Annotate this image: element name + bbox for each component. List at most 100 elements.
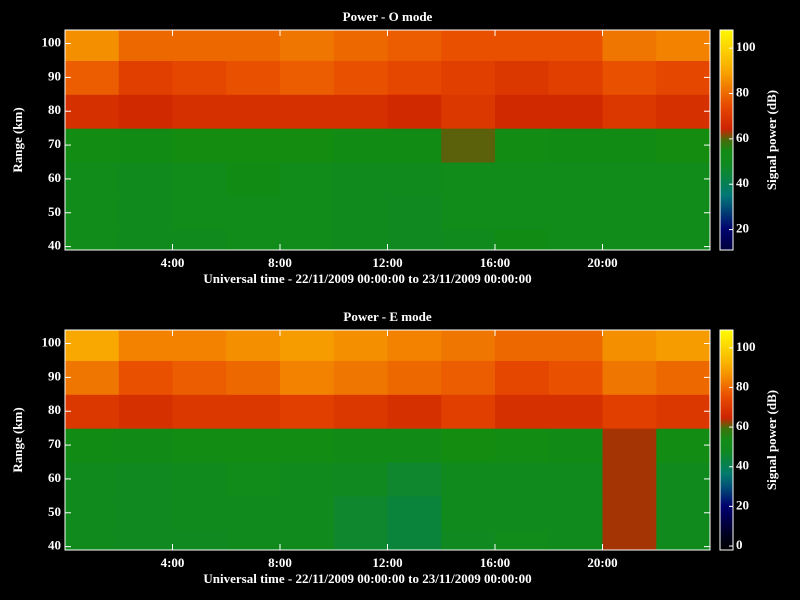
heat-cell <box>656 30 711 61</box>
heat-cell <box>441 495 496 531</box>
heat-cell <box>226 229 281 251</box>
heat-cell <box>333 94 388 129</box>
heat-cell <box>65 495 120 531</box>
heat-cell <box>65 529 120 551</box>
heat-cell <box>118 128 173 163</box>
heat-cell <box>548 529 603 551</box>
heat-cell <box>280 394 335 429</box>
heat-cell <box>333 428 388 463</box>
heat-cell <box>65 128 120 163</box>
y-tick-label: 50 <box>48 204 61 219</box>
heat-cell <box>226 495 281 531</box>
heat-cell <box>495 229 550 251</box>
heat-cell <box>602 495 657 531</box>
heat-cell <box>333 360 388 395</box>
heat-cell <box>226 360 281 395</box>
heat-cell <box>172 529 227 551</box>
heat-cell <box>333 60 388 95</box>
y-tick-label: 90 <box>48 368 61 383</box>
heat-cell <box>441 428 496 463</box>
heat-cell <box>387 60 442 95</box>
heat-cell <box>548 229 603 251</box>
heat-cell <box>656 195 711 231</box>
colorbar-tick-label: 80 <box>736 84 749 99</box>
heat-cell <box>602 128 657 163</box>
heat-cell <box>280 360 335 395</box>
colorbar <box>719 29 734 251</box>
heat-cell <box>495 529 550 551</box>
x-tick-label: 8:00 <box>268 555 292 570</box>
panel-title: Power - E mode <box>343 309 431 324</box>
heat-cell <box>548 30 603 61</box>
x-axis-label: Universal time - 22/11/2009 00:00:00 to … <box>203 571 531 586</box>
heat-cell <box>656 94 711 129</box>
heat-cell <box>65 462 120 497</box>
heat-cell <box>333 162 388 197</box>
heat-cell <box>441 462 496 497</box>
heat-cell <box>602 162 657 197</box>
heat-cell <box>656 462 711 497</box>
heat-cell <box>548 428 603 463</box>
y-tick-label: 100 <box>42 335 62 350</box>
heat-cell <box>387 428 442 463</box>
heat-cell <box>65 94 120 129</box>
x-tick-label: 20:00 <box>587 555 617 570</box>
x-tick-label: 16:00 <box>480 555 510 570</box>
x-tick-label: 4:00 <box>161 555 185 570</box>
heat-cell <box>172 128 227 163</box>
heat-cell <box>495 128 550 163</box>
heat-cell <box>548 60 603 95</box>
heat-cell <box>226 428 281 463</box>
heat-cell <box>172 162 227 197</box>
heat-cell <box>280 94 335 129</box>
heat-cell <box>118 394 173 429</box>
heat-cell <box>280 128 335 163</box>
heat-cell <box>441 394 496 429</box>
heat-cell <box>548 195 603 231</box>
y-tick-label: 60 <box>48 470 61 485</box>
heat-cell <box>118 162 173 197</box>
heat-cell <box>226 330 281 361</box>
colorbar-tick-label: 20 <box>736 497 749 512</box>
colorbar <box>719 329 734 551</box>
heat-cell <box>495 394 550 429</box>
heat-cell <box>333 128 388 163</box>
heat-cell <box>226 195 281 231</box>
heat-cell <box>226 394 281 429</box>
heat-cell <box>387 30 442 61</box>
colorbar-label: Signal power (dB) <box>764 390 779 490</box>
heat-cell <box>656 360 711 395</box>
y-tick-label: 40 <box>48 538 61 553</box>
heat-cell <box>602 94 657 129</box>
heat-cell <box>172 229 227 251</box>
heat-cell <box>441 529 496 551</box>
heat-cell <box>280 428 335 463</box>
heat-cell <box>172 495 227 531</box>
heat-cell <box>172 462 227 497</box>
heat-cell <box>226 60 281 95</box>
heat-cell <box>441 30 496 61</box>
colorbar-tick-label: 60 <box>736 418 749 433</box>
heat-cell <box>333 330 388 361</box>
heat-cell <box>495 495 550 531</box>
heat-cell <box>226 529 281 551</box>
colorbar-tick-label: 80 <box>736 378 749 393</box>
heat-cell <box>280 495 335 531</box>
heat-cell <box>387 94 442 129</box>
x-axis-label: Universal time - 22/11/2009 00:00:00 to … <box>203 271 531 286</box>
heat-cell <box>495 60 550 95</box>
heat-cell <box>280 529 335 551</box>
heat-cell <box>441 162 496 197</box>
x-tick-label: 12:00 <box>372 555 402 570</box>
heat-cell <box>172 94 227 129</box>
heat-cell <box>118 30 173 61</box>
heat-cell <box>656 529 711 551</box>
y-tick-label: 90 <box>48 68 61 83</box>
colorbar-tick-label: 60 <box>736 130 749 145</box>
heat-cell <box>441 195 496 231</box>
heat-cell <box>387 495 442 531</box>
heat-cell <box>280 60 335 95</box>
heat-cell <box>172 360 227 395</box>
heat-cell <box>441 128 496 163</box>
